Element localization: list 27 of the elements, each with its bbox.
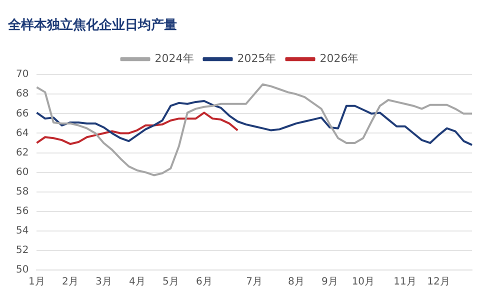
legend-label: 2025年 (237, 52, 276, 65)
x-tick-label: 12月 (427, 276, 450, 288)
legend-label: 2024年 (154, 52, 194, 65)
x-tick-label: 8月 (288, 276, 304, 288)
x-tick-label: 11月 (394, 276, 416, 288)
x-tick-label: 7月 (246, 276, 263, 288)
y-tick-label: 50 (16, 264, 29, 276)
x-tick-label: 5月 (162, 276, 179, 288)
x-tick-label: 2月 (62, 276, 78, 288)
x-tick-label: 1月 (28, 276, 45, 288)
y-tick-label: 62 (16, 147, 29, 158)
chart-title: 全样本独立焦化企业日均产量 (7, 17, 177, 34)
legend-label: 2026年 (320, 52, 359, 65)
y-tick-label: 70 (16, 69, 29, 80)
x-tick-label: 6月 (196, 276, 212, 288)
x-tick-label: 9月 (322, 276, 338, 288)
y-tick-label: 52 (16, 245, 29, 256)
y-tick-label: 56 (16, 206, 29, 217)
y-tick-label: 66 (16, 108, 29, 120)
y-tick-label: 54 (16, 226, 29, 237)
x-tick-label: 4月 (128, 276, 146, 288)
x-tick-label: 3月 (96, 276, 112, 288)
y-tick-label: 60 (16, 166, 29, 178)
x-tick-label: 10月 (352, 276, 375, 288)
y-tick-label: 68 (16, 88, 29, 100)
y-tick-label: 64 (16, 128, 29, 139)
y-tick-label: 58 (16, 186, 29, 198)
